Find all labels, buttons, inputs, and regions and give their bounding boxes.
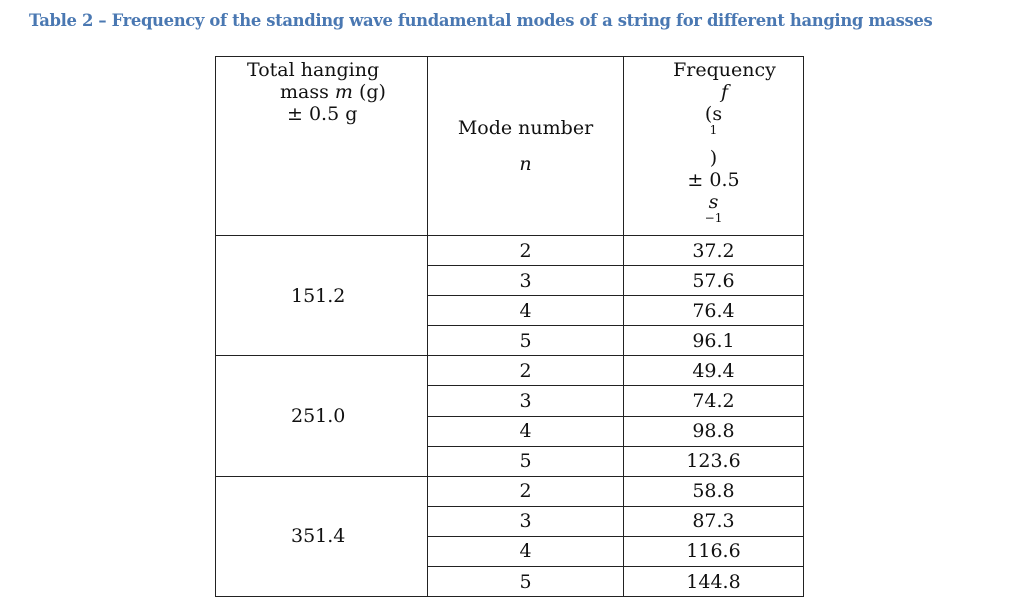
frequency-cell: 98.8 xyxy=(623,415,804,447)
frequency-cell: 58.8 xyxy=(623,475,804,507)
mode-symbol: n xyxy=(519,153,532,175)
frequency-cell: 87.3 xyxy=(623,505,804,537)
frequency-cell: 76.4 xyxy=(623,295,804,327)
frequency-cell: 57.6 xyxy=(623,265,804,297)
frequency-cell: 116.6 xyxy=(623,535,804,568)
mass-header-uncertainty: ± 0.5 g xyxy=(287,103,358,125)
table-caption: Table 2 – Frequency of the standing wave… xyxy=(29,11,933,30)
mode-cell: 4 xyxy=(427,415,624,447)
mass-header-line1: Total hanging xyxy=(247,59,380,81)
mass-header-line2: mass m (g) xyxy=(280,81,386,103)
mass-cell: 251.0 xyxy=(215,355,428,477)
mode-column-header: Mode number n xyxy=(427,56,624,236)
mode-cell: 2 xyxy=(427,234,624,267)
frequency-cell: 96.1 xyxy=(623,325,804,357)
table-row: 5 96.1 xyxy=(216,325,804,357)
mode-header-line1: Mode number xyxy=(457,117,594,139)
frequency-header-uncertainty: ± 0.5 s −1 xyxy=(687,169,740,225)
mass-value: 151.2 xyxy=(291,284,346,307)
frequency-header-unit: (s 1) xyxy=(704,103,723,169)
mode-cell: 4 xyxy=(427,295,624,327)
frequency-cell: 49.4 xyxy=(623,355,804,387)
frequency-table: Total hanging mass m (g) ± 0.5 g Mode nu… xyxy=(215,56,804,597)
mode-cell: 2 xyxy=(427,475,624,507)
mode-cell: 2 xyxy=(427,355,624,387)
table-body: 151.2 2 37.2 3 57.6 4 76.4 5 96.1 251.0 2 49.4 3 74.2… xyxy=(215,234,804,597)
table-row: 3 57.6 xyxy=(216,265,804,297)
table-row: 151.2 2 37.2 xyxy=(215,234,804,357)
frequency-column-header: Frequency f (s 1) ± 0.5 s −1 xyxy=(623,56,804,236)
mode-cell: 3 xyxy=(427,385,624,417)
frequency-header-line1: Frequency f xyxy=(624,59,803,103)
table-row: 4 98.8 xyxy=(216,415,804,447)
table-row: 351.4 2 58.8 xyxy=(215,475,804,597)
mass-column-header: Total hanging mass m (g) ± 0.5 g xyxy=(215,56,428,236)
mode-cell: 5 xyxy=(427,566,624,597)
header-row: Total hanging mass m (g) ± 0.5 g Mode nu… xyxy=(215,56,804,236)
table-row: 251.0 2 49.4 xyxy=(215,355,804,477)
frequency-cell: 123.6 xyxy=(623,445,804,477)
table-row: 5 123.6 xyxy=(216,445,804,477)
mode-cell: 4 xyxy=(427,535,624,568)
mode-cell: 5 xyxy=(427,445,624,477)
mode-cell: 5 xyxy=(427,325,624,357)
mode-cell: 3 xyxy=(427,265,624,297)
mass-cell: 151.2 xyxy=(215,234,428,357)
frequency-cell: 74.2 xyxy=(623,385,804,417)
mass-cell: 351.4 xyxy=(215,475,428,597)
mass-value: 251.0 xyxy=(291,405,346,428)
frequency-symbol: f xyxy=(720,81,729,103)
mass-symbol: m xyxy=(334,81,353,103)
frequency-cell: 37.2 xyxy=(623,234,804,267)
mode-cell: 3 xyxy=(427,505,624,537)
table-row: 3 74.2 xyxy=(216,385,804,417)
table-row: 3 87.3 xyxy=(216,505,804,537)
mass-value: 351.4 xyxy=(291,525,346,548)
frequency-cell: 144.8 xyxy=(623,566,804,597)
